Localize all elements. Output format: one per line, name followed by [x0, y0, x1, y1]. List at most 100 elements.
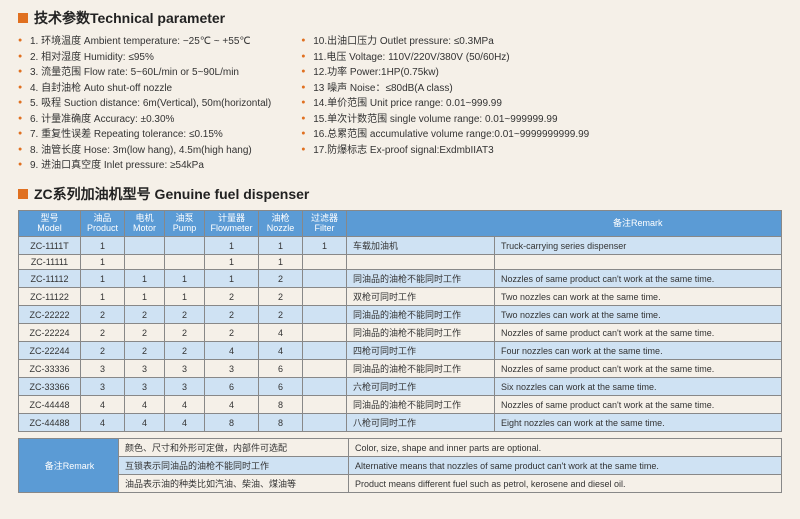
cell: ZC-22222	[19, 306, 81, 324]
cell: 1	[205, 255, 259, 270]
footer-cn: 颜色、尺寸和外形可定做，内部件可选配	[119, 439, 349, 457]
cell: 4	[125, 396, 165, 414]
table-row: ZC-4448844488八枪可同时工作Eight nozzles can wo…	[19, 414, 782, 432]
param-item: 13 噪声 Noise：≤80dB(A class)	[301, 81, 589, 97]
cell: ZC-44488	[19, 414, 81, 432]
cell: 4	[205, 342, 259, 360]
remark-en: Four nozzles can work at the same time.	[495, 342, 782, 360]
param-item: 16.总累范围 accumulative volume range:0.01~9…	[301, 127, 589, 143]
cell: 1	[81, 255, 125, 270]
param-item: 7. 重复性误差 Repeating tolerance: ≤0.15%	[18, 127, 271, 143]
square-icon	[18, 13, 28, 23]
table-row: ZC-1111211112同油品的油枪不能同时工作Nozzles of same…	[19, 270, 782, 288]
table-row: ZC-2222222222同油品的油枪不能同时工作Two nozzles can…	[19, 306, 782, 324]
cell	[125, 237, 165, 255]
cell: 4	[165, 414, 205, 432]
cell: 4	[205, 396, 259, 414]
remark-header: 备注Remark	[19, 439, 119, 493]
params-block: 1. 环境温度 Ambient temperature: −25℃ ~ +55℃…	[18, 34, 782, 174]
cell: 3	[125, 360, 165, 378]
table-body: ZC-1111T1111车载加油机Truck-carrying series d…	[19, 237, 782, 432]
table-row: ZC-3336633366六枪可同时工作Six nozzles can work…	[19, 378, 782, 396]
cell: 6	[205, 378, 259, 396]
cell: 1	[259, 237, 303, 255]
param-item: 10.出油口压力 Outlet pressure: ≤0.3MPa	[301, 34, 589, 50]
cell: 2	[125, 324, 165, 342]
cell: 2	[165, 342, 205, 360]
cell: 2	[81, 306, 125, 324]
param-item: 9. 进油口真空度 Inlet pressure: ≥54kPa	[18, 158, 271, 174]
col-header: 计量器Flowmeter	[205, 210, 259, 237]
col-header: 备注Remark	[495, 210, 782, 237]
param-item: 5. 吸程 Suction distance: 6m(Vertical), 50…	[18, 96, 271, 112]
cell: 2	[125, 342, 165, 360]
cell: 3	[205, 360, 259, 378]
footer-en: Product means different fuel such as pet…	[349, 475, 782, 493]
cell: 3	[81, 378, 125, 396]
cell	[303, 396, 347, 414]
cell: 1	[205, 270, 259, 288]
cell: 1	[259, 255, 303, 270]
cell: 2	[205, 306, 259, 324]
cell: 8	[259, 396, 303, 414]
cell: 3	[81, 360, 125, 378]
cell: 3	[125, 378, 165, 396]
cell: 1	[165, 270, 205, 288]
table-row: ZC-11111111	[19, 255, 782, 270]
cell	[303, 270, 347, 288]
table-row: ZC-2224422244四枪可同时工作Four nozzles can wor…	[19, 342, 782, 360]
footer-en: Color, size, shape and inner parts are o…	[349, 439, 782, 457]
remark-cn: 同油品的油枪不能同时工作	[347, 270, 495, 288]
cell: 4	[81, 414, 125, 432]
remark-cn	[347, 255, 495, 270]
cell: 2	[205, 288, 259, 306]
cell: 4	[165, 396, 205, 414]
cell	[303, 342, 347, 360]
cell: 1	[303, 237, 347, 255]
param-item: 8. 油管长度 Hose: 3m(low hang), 4.5m(high ha…	[18, 143, 271, 159]
cell: ZC-22244	[19, 342, 81, 360]
cell: 4	[81, 396, 125, 414]
cell: ZC-44448	[19, 396, 81, 414]
cell: 3	[165, 360, 205, 378]
footer-en: Alternative means that nozzles of same p…	[349, 457, 782, 475]
remark-cn: 同油品的油枪不能同时工作	[347, 306, 495, 324]
remark-cn: 六枪可同时工作	[347, 378, 495, 396]
section-title-1: 技术参数Technical parameter	[34, 8, 225, 28]
remark-cn: 双枪可同时工作	[347, 288, 495, 306]
col-header: 型号Model	[19, 210, 81, 237]
remark-cn: 车载加油机	[347, 237, 495, 255]
remark-en	[495, 255, 782, 270]
remark-en: Nozzles of same product can't work at th…	[495, 324, 782, 342]
cell: 2	[81, 342, 125, 360]
remark-en: Six nozzles can work at the same time.	[495, 378, 782, 396]
cell: 2	[205, 324, 259, 342]
cell: 6	[259, 360, 303, 378]
remark-row: 备注Remark颜色、尺寸和外形可定做，内部件可选配Color, size, s…	[19, 439, 782, 457]
section-header-models: ZC系列加油机型号 Genuine fuel dispenser	[18, 184, 782, 204]
cell: ZC-33366	[19, 378, 81, 396]
cell	[165, 255, 205, 270]
cell: 1	[125, 270, 165, 288]
cell	[303, 288, 347, 306]
cell: ZC-22224	[19, 324, 81, 342]
param-item: 4. 自封油枪 Auto shut-off nozzle	[18, 81, 271, 97]
section-title-2: ZC系列加油机型号 Genuine fuel dispenser	[34, 184, 309, 204]
cell: ZC-11111	[19, 255, 81, 270]
col-header: 油泵Pump	[165, 210, 205, 237]
param-item: 12.功率 Power:1HP(0.75kw)	[301, 65, 589, 81]
footer-cn: 油品表示油的种类比如汽油、柴油、煤油等	[119, 475, 349, 493]
params-right-list: 10.出油口压力 Outlet pressure: ≤0.3MPa11.电压 V…	[301, 34, 589, 174]
square-icon	[18, 189, 28, 199]
remark-en: Eight nozzles can work at the same time.	[495, 414, 782, 432]
remark-en: Two nozzles can work at the same time.	[495, 306, 782, 324]
col-header	[347, 210, 495, 237]
remark-table: 备注Remark颜色、尺寸和外形可定做，内部件可选配Color, size, s…	[18, 438, 782, 493]
remark-body: 备注Remark颜色、尺寸和外形可定做，内部件可选配Color, size, s…	[19, 439, 782, 493]
remark-cn: 同油品的油枪不能同时工作	[347, 324, 495, 342]
cell: ZC-11122	[19, 288, 81, 306]
cell: 1	[205, 237, 259, 255]
cell: 8	[259, 414, 303, 432]
col-header: 油枪Nozzle	[259, 210, 303, 237]
table-row: ZC-1112211122双枪可同时工作Two nozzles can work…	[19, 288, 782, 306]
